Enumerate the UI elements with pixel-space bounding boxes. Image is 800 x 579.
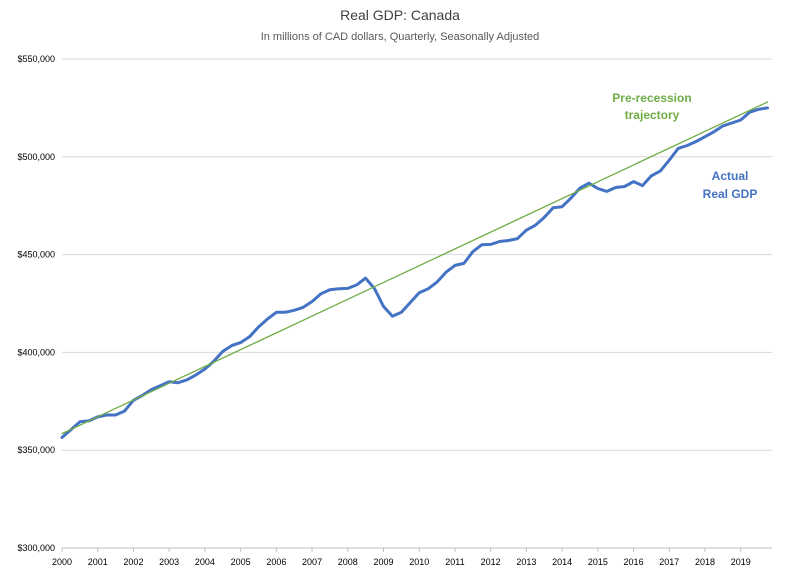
y-tick-label: $500,000	[17, 152, 55, 162]
pre-recession-label-line1: Pre-recession	[612, 91, 691, 105]
chart-title: Real GDP: Canada	[340, 7, 460, 23]
y-tick-label: $450,000	[17, 250, 55, 260]
x-tick-label: 2002	[123, 557, 143, 567]
x-tick-label: 2008	[338, 557, 358, 567]
series-lines	[60, 101, 769, 439]
x-tick-label: 2003	[159, 557, 179, 567]
x-tick-label: 2018	[695, 557, 715, 567]
actual-gdp-label-line1: Actual	[712, 169, 749, 183]
x-tick-label: 2000	[52, 557, 72, 567]
x-tick-label: 2004	[195, 557, 215, 567]
x-tick-label: 2009	[373, 557, 393, 567]
actual-gdp-line	[60, 106, 769, 439]
y-tick-label: $300,000	[17, 543, 55, 553]
gridlines	[62, 58, 772, 451]
x-axis-tick-labels: 2000 2001 2002 2003 2004 2005 2006 2007 2008 2009…	[52, 548, 751, 567]
x-tick-label: 2001	[88, 557, 108, 567]
trajectory-line	[61, 101, 769, 435]
x-tick-label: 2005	[231, 557, 251, 567]
y-axis-tick-labels: $300,000 $350,000 $400,000 $450,000 $500,000…	[17, 54, 55, 553]
x-tick-label: 2007	[302, 557, 322, 567]
x-tick-label: 2019	[731, 557, 751, 567]
pre-recession-label-line2: trajectory	[625, 108, 680, 122]
y-tick-label: $550,000	[17, 54, 55, 64]
y-tick-label: $350,000	[17, 445, 55, 455]
y-tick-label: $400,000	[17, 347, 55, 357]
x-tick-label: 2016	[624, 557, 644, 567]
x-tick-label: 2010	[409, 557, 429, 567]
x-tick-label: 2015	[588, 557, 608, 567]
x-tick-label: 2011	[445, 557, 464, 567]
x-tick-label: 2014	[552, 557, 572, 567]
chart-subtitle: In millions of CAD dollars, Quarterly, S…	[261, 31, 540, 43]
x-tick-label: 2017	[659, 557, 679, 567]
x-tick-label: 2012	[481, 557, 501, 567]
x-tick-label: 2013	[516, 557, 536, 567]
actual-gdp-label-line2: Real GDP	[703, 187, 758, 201]
x-tick-label: 2006	[266, 557, 286, 567]
